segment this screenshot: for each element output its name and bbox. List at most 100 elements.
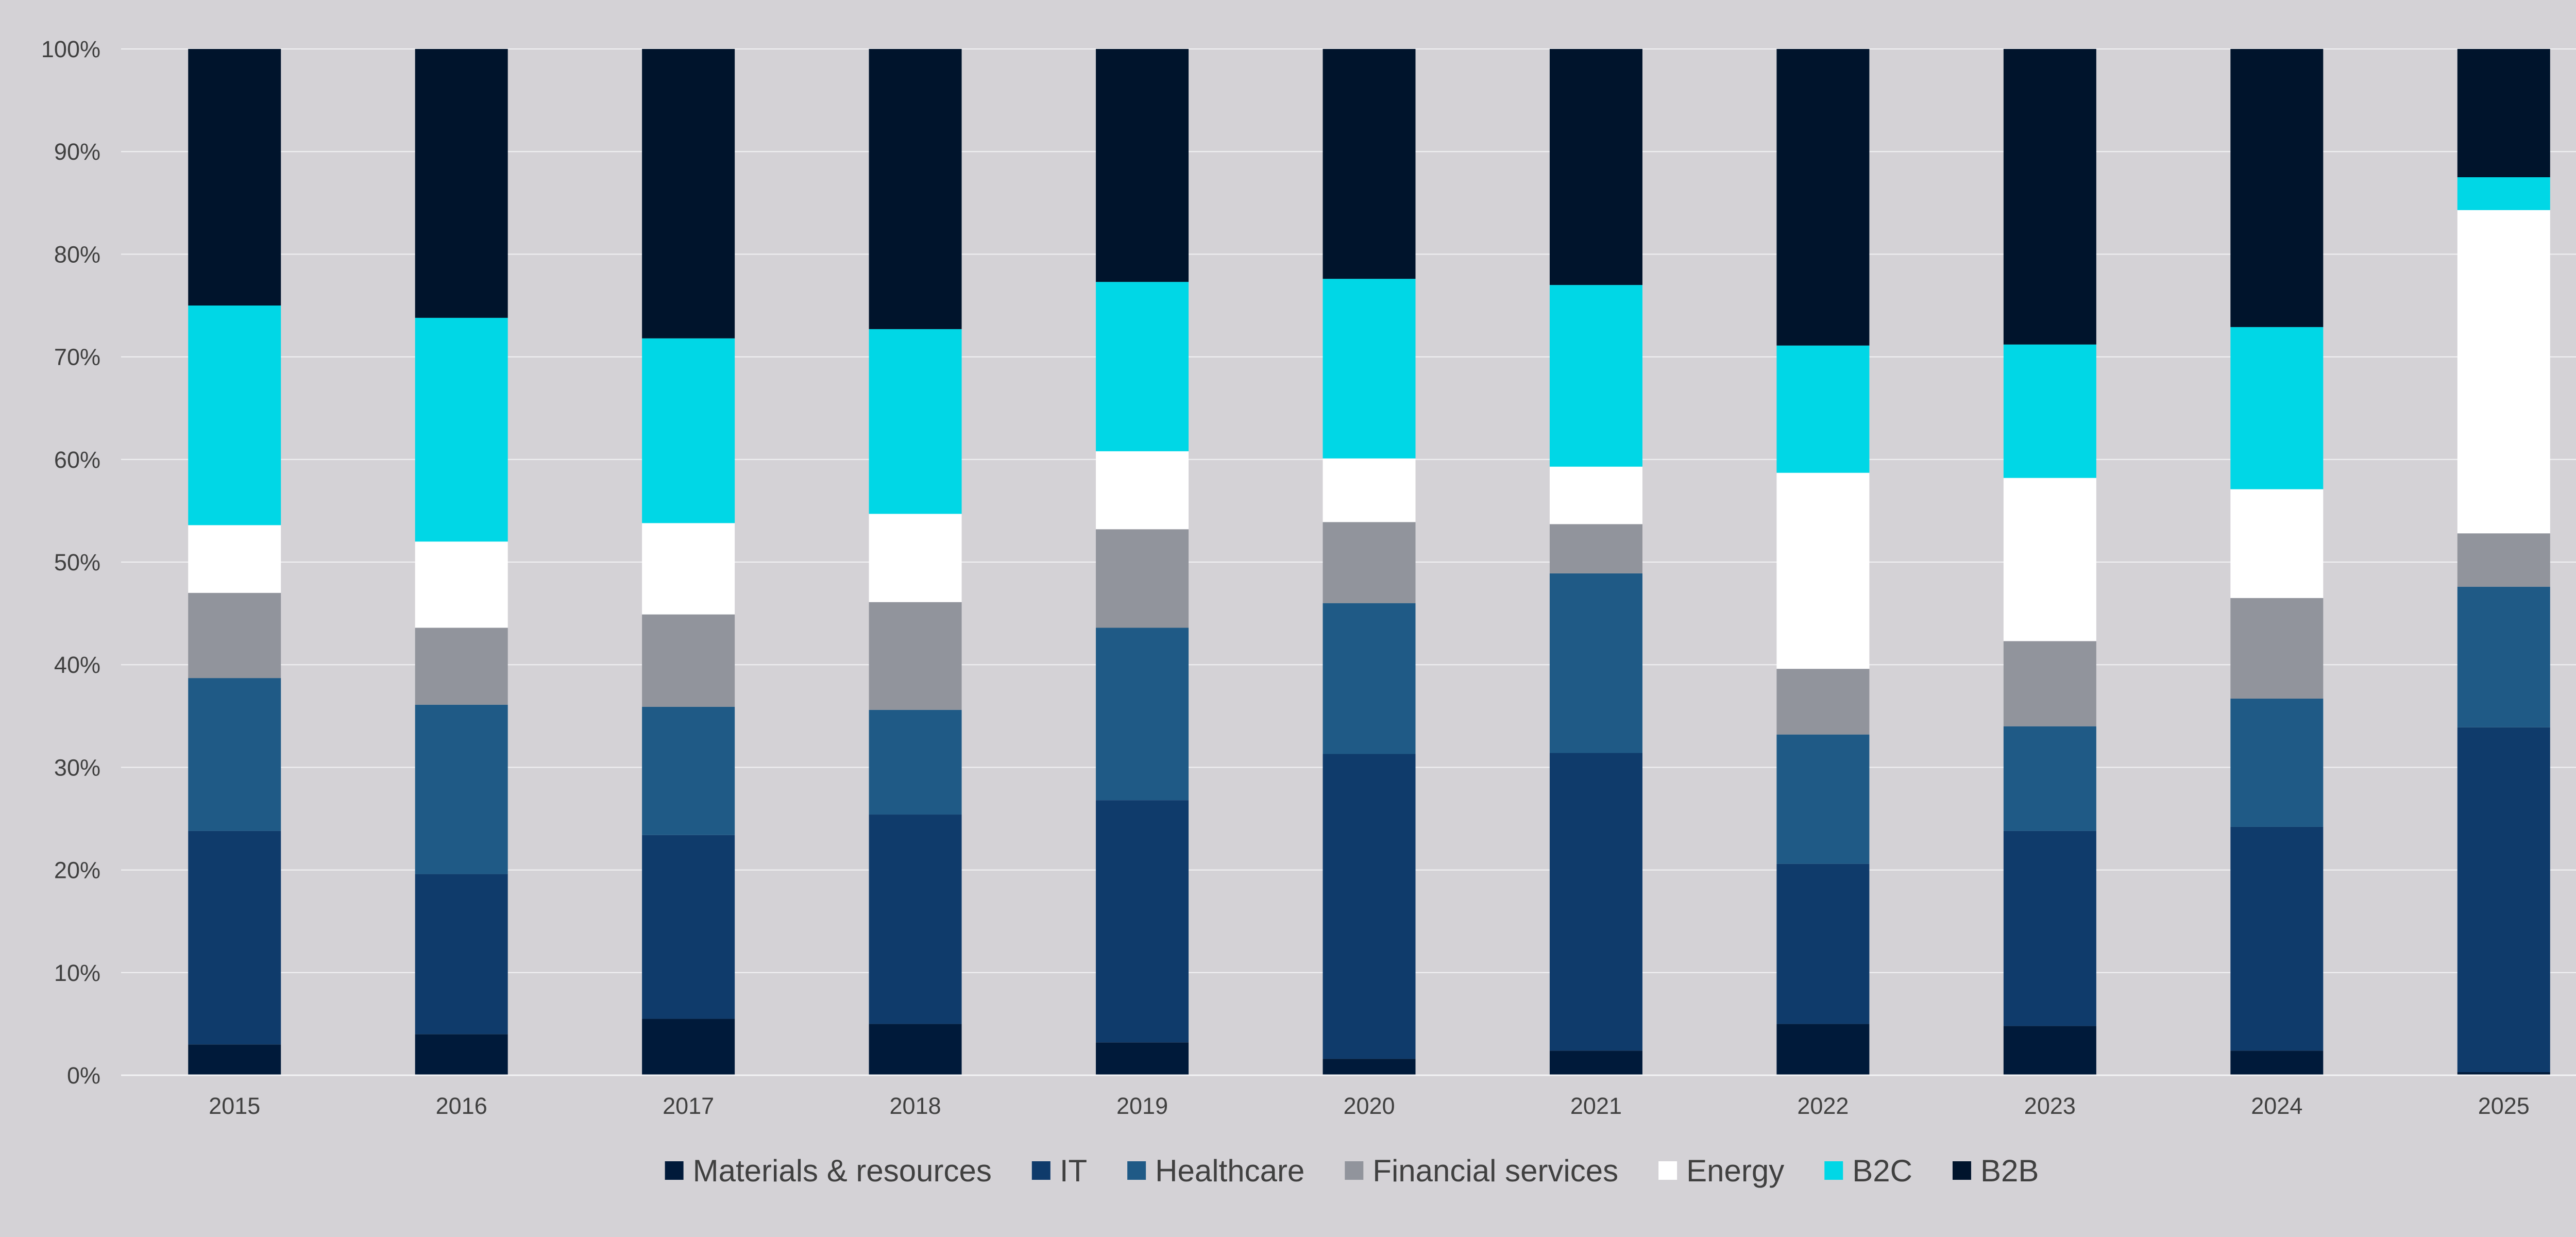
legend-swatch: [1127, 1161, 1146, 1180]
bar-stack-2020: [1323, 49, 1416, 1075]
bar-segment: [2230, 826, 2324, 1051]
bar-segment: [2457, 210, 2550, 534]
bar-segment: [642, 706, 735, 835]
bar-segment: [415, 874, 508, 1035]
bar-stack-2024: [2230, 49, 2324, 1075]
bar-segment: [2230, 327, 2324, 489]
bar-segment: [188, 306, 281, 526]
bar-segment: [2230, 1050, 2324, 1075]
bar-segment: [188, 678, 281, 831]
y-tick-label: 20%: [54, 857, 100, 884]
bar-segment: [1549, 753, 1642, 1051]
bar-segment: [2457, 586, 2550, 727]
bar-stack-2025: [2457, 49, 2550, 1075]
bar-segment: [1323, 458, 1416, 522]
bar-segment: [2230, 489, 2324, 598]
bar-segment: [1096, 529, 1189, 628]
legend-item: B2B: [1952, 1154, 2039, 1188]
bar-segment: [2457, 177, 2550, 210]
bar-segment: [2457, 49, 2550, 177]
legend-swatch: [1824, 1161, 1843, 1180]
bar-segment: [642, 835, 735, 1019]
bar-segment: [869, 329, 962, 514]
bar-segment: [642, 338, 735, 523]
bar-stack-2021: [1549, 49, 1642, 1075]
bar-segment: [2230, 698, 2324, 827]
bar-segment: [415, 1034, 508, 1075]
bar-segment: [2003, 726, 2096, 831]
x-tick-label: 2017: [663, 1093, 714, 1119]
bar-segment: [415, 541, 508, 628]
bar-segment: [1323, 49, 1416, 279]
legend-swatch: [1952, 1161, 1971, 1180]
bar-segment: [2457, 533, 2550, 587]
bar-segment: [1776, 1024, 1870, 1075]
bar-segment: [1323, 603, 1416, 754]
y-tick-label: 100%: [41, 36, 100, 62]
bar-segment: [1549, 1050, 1642, 1075]
bar-segment: [1096, 49, 1189, 282]
x-tick-label: 2023: [2024, 1093, 2076, 1119]
bar-segment: [1096, 282, 1189, 451]
bar-segment: [1323, 522, 1416, 603]
bar-stack-2023: [2003, 49, 2096, 1075]
bar-stack-2022: [1776, 49, 1870, 1075]
bar-segment: [869, 709, 962, 815]
bar-segment: [1549, 285, 1642, 467]
bar-segment: [1549, 49, 1642, 285]
legend-label: B2C: [1852, 1154, 1912, 1188]
legend-label: Financial services: [1372, 1154, 1618, 1188]
axes: 0% 10% 20% 30% 40% 50% 60% 70% 80% 90% 100% 2015 201…: [41, 36, 2576, 1119]
bar-stack-2016: [415, 49, 508, 1075]
bar-stack-2018: [869, 49, 962, 1075]
legend-label: IT: [1060, 1154, 1087, 1188]
x-tick-label: 2015: [209, 1093, 260, 1119]
y-tick-label: 0%: [67, 1062, 100, 1089]
bar-segment: [869, 514, 962, 602]
x-tick-label: 2022: [1797, 1093, 1849, 1119]
bar-segment: [642, 49, 735, 338]
legend-item: B2C: [1824, 1154, 1912, 1188]
bar-segment: [2230, 49, 2324, 327]
legend-item: Energy: [1658, 1154, 1784, 1188]
bars: [188, 49, 2550, 1075]
y-tick-label: 90%: [54, 139, 100, 165]
x-tick-label: 2016: [436, 1093, 487, 1119]
bar-segment: [1549, 573, 1642, 753]
bar-segment: [2003, 831, 2096, 1026]
bar-segment: [1776, 472, 1870, 669]
bar-segment: [1096, 1042, 1189, 1075]
bar-segment: [188, 49, 281, 306]
bar-segment: [188, 525, 281, 593]
x-tick-label: 2025: [2478, 1093, 2530, 1119]
bar-segment: [1549, 524, 1642, 573]
bar-segment: [188, 592, 281, 679]
y-tick-label: 60%: [54, 447, 100, 473]
bar-segment: [1776, 49, 1870, 346]
x-tick-label: 2020: [1343, 1093, 1395, 1119]
bar-segment: [1776, 863, 1870, 1024]
bar-segment: [642, 614, 735, 707]
legend-item: IT: [1031, 1154, 1087, 1188]
bar-segment: [869, 815, 962, 1024]
legend-swatch: [1345, 1161, 1364, 1180]
bar-segment: [415, 628, 508, 705]
y-tick-label: 40%: [54, 652, 100, 678]
bar-segment: [1776, 669, 1870, 735]
legend-swatch: [665, 1161, 684, 1180]
bar-segment: [642, 1019, 735, 1075]
legend: Materials & resources IT Healthcare Financi…: [665, 1154, 2039, 1188]
bar-segment: [188, 1044, 281, 1075]
bar-segment: [2003, 344, 2096, 478]
bar-segment: [2003, 49, 2096, 345]
bar-segment: [642, 523, 735, 615]
legend-item: Financial services: [1345, 1154, 1618, 1188]
bar-segment: [2003, 641, 2096, 726]
x-tick-label: 2024: [2251, 1093, 2302, 1119]
legend-label: Healthcare: [1155, 1154, 1304, 1188]
bar-segment: [869, 1024, 962, 1075]
bar-stack-2015: [188, 49, 281, 1075]
bar-segment: [1776, 734, 1870, 864]
bar-segment: [2003, 1026, 2096, 1075]
